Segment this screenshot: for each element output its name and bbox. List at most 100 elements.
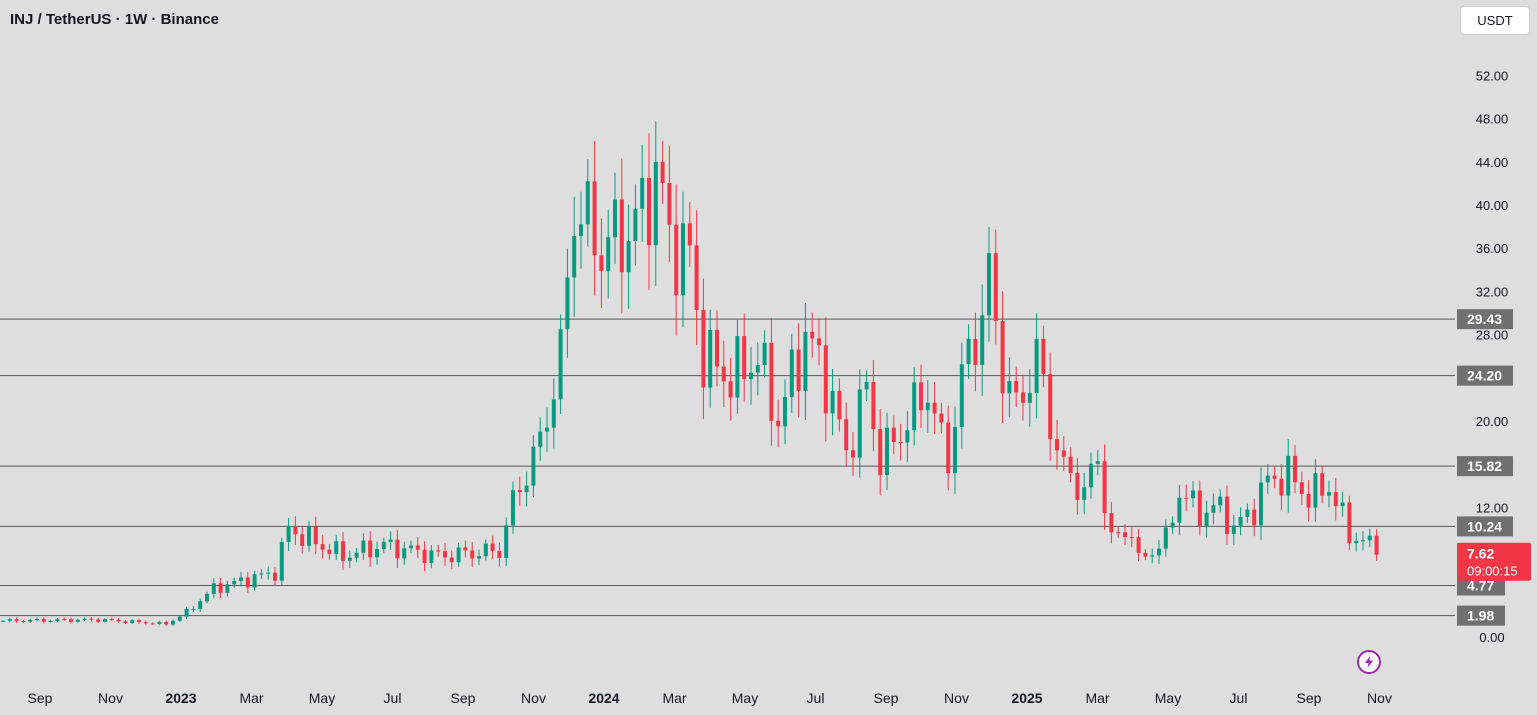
candle[interactable] <box>1068 447 1073 483</box>
candle[interactable] <box>987 226 991 342</box>
candle[interactable] <box>1184 484 1189 512</box>
candle[interactable] <box>878 408 883 496</box>
candle[interactable] <box>334 535 339 560</box>
candle[interactable] <box>1320 465 1325 504</box>
candle[interactable] <box>823 317 828 442</box>
candle[interactable] <box>939 402 944 434</box>
candle[interactable] <box>912 367 917 446</box>
candle[interactable] <box>1163 519 1168 557</box>
candle[interactable] <box>592 141 597 296</box>
candle[interactable] <box>225 580 230 597</box>
candle[interactable] <box>783 379 787 445</box>
candle[interactable] <box>7 617 12 623</box>
candle[interactable] <box>674 184 679 336</box>
candle[interactable] <box>851 431 855 476</box>
candle[interactable] <box>789 333 794 413</box>
candle[interactable] <box>517 476 522 506</box>
candle[interactable] <box>449 550 454 570</box>
candle[interactable] <box>273 567 277 587</box>
candle[interactable] <box>1 620 5 623</box>
candle[interactable] <box>137 618 141 624</box>
candle[interactable] <box>381 537 386 554</box>
candle[interactable] <box>239 571 243 587</box>
candle[interactable] <box>959 342 964 449</box>
candle[interactable] <box>531 435 536 498</box>
candle[interactable] <box>1116 526 1121 538</box>
candle[interactable] <box>1150 548 1155 564</box>
candle[interactable] <box>443 542 447 566</box>
candle[interactable] <box>803 303 808 420</box>
candle[interactable] <box>1245 503 1250 523</box>
candle[interactable] <box>1102 444 1107 530</box>
candle[interactable] <box>708 309 713 408</box>
candle[interactable] <box>211 578 216 599</box>
candle[interactable] <box>749 346 753 405</box>
candle[interactable] <box>375 541 379 565</box>
candle[interactable] <box>388 531 393 550</box>
candle[interactable] <box>905 410 910 462</box>
candle[interactable] <box>694 210 699 346</box>
candle[interactable] <box>1021 374 1025 421</box>
candle[interactable] <box>82 617 87 622</box>
candle[interactable] <box>1327 480 1331 508</box>
candle[interactable] <box>293 516 298 546</box>
candle[interactable] <box>966 324 971 379</box>
candle[interactable] <box>1143 549 1148 561</box>
candle[interactable] <box>1197 480 1202 536</box>
candle[interactable] <box>497 542 502 567</box>
candle[interactable] <box>1340 491 1345 517</box>
candle[interactable] <box>1259 467 1263 541</box>
candle[interactable] <box>524 471 529 507</box>
candle[interactable] <box>1170 516 1175 534</box>
candle[interactable] <box>48 619 53 623</box>
candle[interactable] <box>817 318 821 366</box>
candle[interactable] <box>116 618 121 624</box>
candle[interactable] <box>1293 445 1297 494</box>
candle[interactable] <box>830 368 835 436</box>
candle[interactable] <box>103 618 107 623</box>
candle[interactable] <box>1000 291 1005 424</box>
candle[interactable] <box>762 330 767 378</box>
candle[interactable] <box>572 196 577 317</box>
candle[interactable] <box>150 622 155 625</box>
candle[interactable] <box>701 278 706 419</box>
candle[interactable] <box>1252 498 1257 537</box>
candle[interactable] <box>1177 484 1182 536</box>
candle[interactable] <box>232 577 237 588</box>
candle[interactable] <box>660 140 665 205</box>
candle[interactable] <box>463 540 468 558</box>
candle[interactable] <box>300 526 305 554</box>
candle[interactable] <box>1225 485 1229 545</box>
candle[interactable] <box>728 358 733 421</box>
candle[interactable] <box>456 542 461 567</box>
candle[interactable] <box>320 535 325 559</box>
candle[interactable] <box>1367 528 1372 548</box>
candle[interactable] <box>579 191 583 269</box>
candle[interactable] <box>504 517 509 566</box>
candle[interactable] <box>191 606 196 612</box>
candle[interactable] <box>1238 507 1243 536</box>
candle[interactable] <box>143 620 148 625</box>
candle[interactable] <box>538 417 543 461</box>
candle[interactable] <box>735 319 740 414</box>
candle[interactable] <box>35 617 39 622</box>
candle[interactable] <box>1265 464 1270 494</box>
candle[interactable] <box>1034 313 1039 419</box>
candle[interactable] <box>109 617 114 622</box>
candle[interactable] <box>21 619 26 624</box>
candle[interactable] <box>667 145 672 262</box>
candle[interactable] <box>1095 449 1100 476</box>
candle[interactable] <box>415 537 420 559</box>
lightning-bolt-icon[interactable] <box>1357 650 1381 674</box>
candle[interactable] <box>1061 436 1066 471</box>
candle[interactable] <box>470 541 475 567</box>
candle[interactable] <box>1354 532 1359 552</box>
candle[interactable] <box>721 340 726 408</box>
candle[interactable] <box>585 159 590 247</box>
candle[interactable] <box>871 359 876 452</box>
candle[interactable] <box>565 248 570 358</box>
candle[interactable] <box>619 158 624 314</box>
candle[interactable] <box>279 537 284 585</box>
candle[interactable] <box>1279 464 1284 511</box>
candle[interactable] <box>483 539 488 561</box>
